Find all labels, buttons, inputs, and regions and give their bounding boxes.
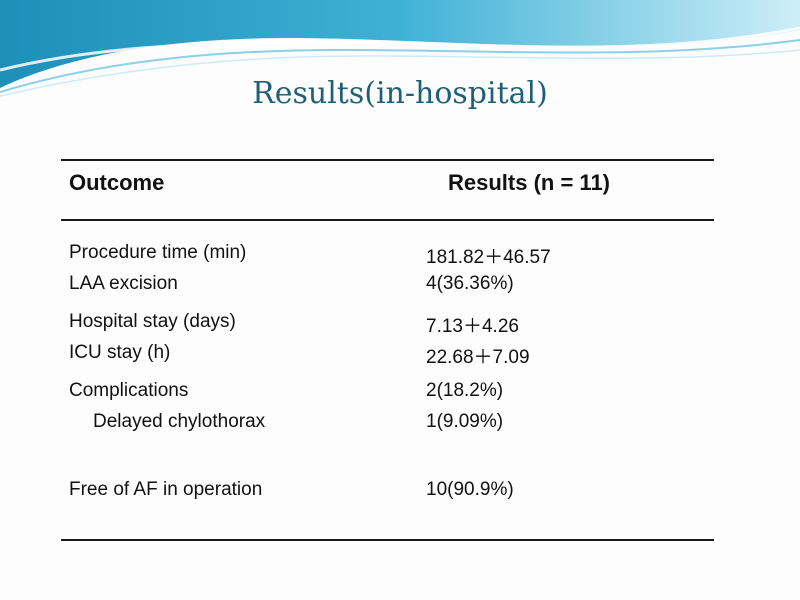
row-value: 4(36.36%) xyxy=(426,273,514,294)
table-header-rule xyxy=(61,219,714,221)
row-label: ICU stay (h) xyxy=(69,342,171,363)
table-bottom-rule xyxy=(61,539,714,541)
row-label: Procedure time (min) xyxy=(69,242,247,263)
row-value: 10(90.9%) xyxy=(426,479,514,500)
column-header-results: Results (n = 11) xyxy=(448,170,611,195)
row-value: 1(9.09%) xyxy=(426,411,504,432)
row-value: 2(18.2%) xyxy=(426,380,504,401)
slide-title: Results(in-hospital) xyxy=(252,76,548,111)
header-wave-decoration xyxy=(0,0,800,97)
column-header-outcome: Outcome xyxy=(69,170,165,195)
row-label: Free of AF in operation xyxy=(69,479,263,500)
row-label: Hospital stay (days) xyxy=(69,311,236,332)
row-value: 22.68＋7.09 xyxy=(426,347,530,368)
row-label: Complications xyxy=(69,380,189,401)
row-value: 7.13＋4.26 xyxy=(426,316,519,337)
row-label: Delayed chylothorax xyxy=(93,411,266,432)
row-label: LAA excision xyxy=(69,273,178,294)
table-top-rule xyxy=(61,159,714,161)
row-value: 181.82＋46.57 xyxy=(426,247,551,268)
